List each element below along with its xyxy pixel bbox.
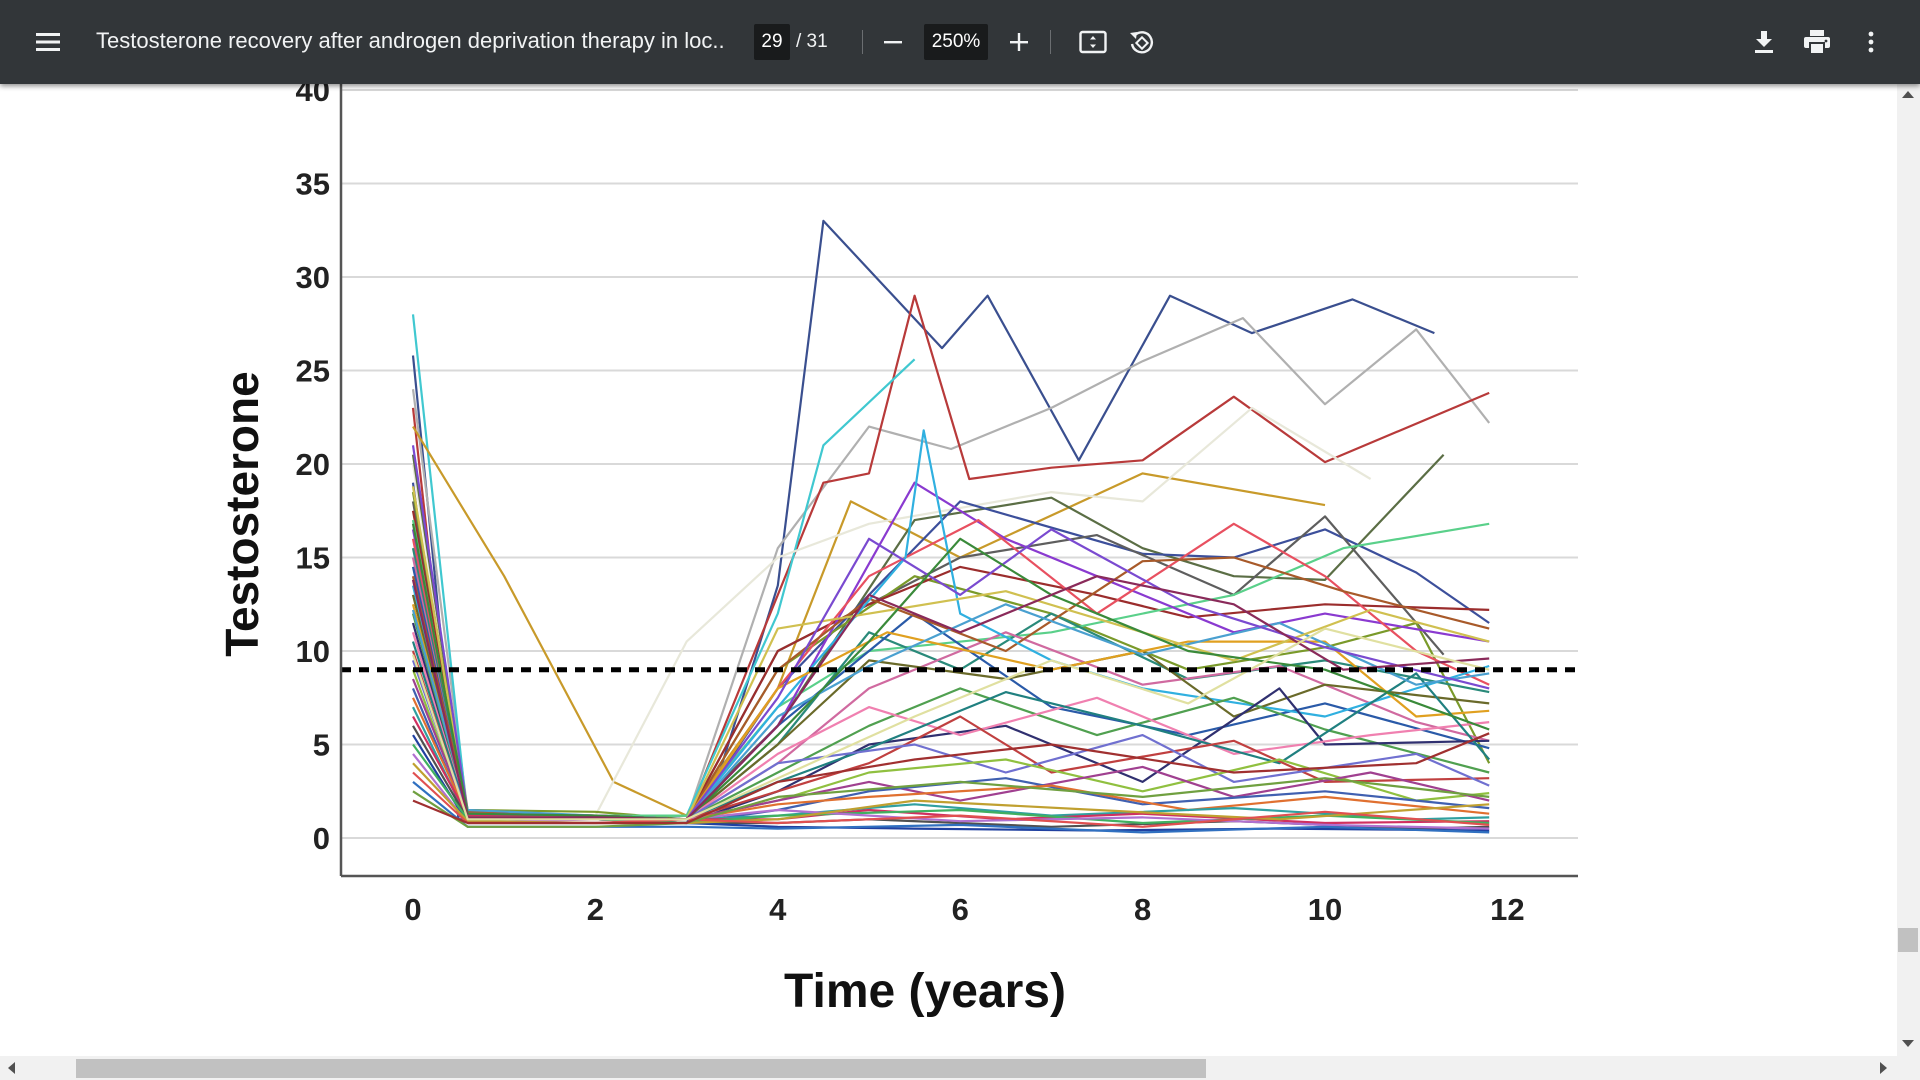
print-icon	[1804, 30, 1830, 55]
series-line	[411, 603, 1490, 821]
document-title: Testosterone recovery after androgen dep…	[96, 28, 726, 53]
plus-icon	[1010, 33, 1028, 51]
more-options-button[interactable]	[1851, 22, 1891, 62]
series-line	[412, 762, 1490, 825]
x-tick-label: 0	[404, 892, 421, 927]
y-tick-label: 15	[296, 541, 330, 576]
series-line	[411, 445, 1490, 821]
y-axis-title: Testosterone	[216, 371, 268, 656]
y-tick-label: 35	[296, 167, 330, 202]
y-tick-label: 40	[296, 84, 330, 108]
download-button[interactable]	[1744, 22, 1784, 62]
testosterone-line-chart: 0 5 10 15 20 25 30 35 40 0 2 4 6 8 10 12 Testosterone Tim…	[216, 84, 1578, 1018]
page-number-input[interactable]: 29	[754, 24, 790, 60]
scroll-up-arrow-icon[interactable]	[1902, 91, 1914, 98]
menu-icon	[36, 33, 60, 51]
x-tick-label: 4	[769, 892, 787, 927]
toolbar-divider	[862, 30, 863, 54]
series-line	[412, 732, 1490, 825]
fit-page-button[interactable]	[1073, 22, 1113, 62]
series-line	[411, 627, 1490, 821]
pdf-toolbar: Testosterone recovery after androgen dep…	[0, 0, 1920, 84]
series-line	[411, 219, 1435, 821]
y-tick-label: 20	[296, 447, 330, 482]
x-tick-label: 2	[587, 892, 604, 927]
scrollbar-corner	[1897, 1056, 1920, 1080]
series-line	[411, 523, 1490, 821]
zoom-out-button[interactable]	[873, 22, 913, 62]
x-tick-label: 10	[1308, 892, 1342, 927]
vertical-scrollbar-thumb[interactable]	[1898, 928, 1918, 952]
series-line	[411, 622, 1490, 825]
y-tick-label: 25	[296, 354, 330, 389]
x-tick-label: 6	[952, 892, 969, 927]
pdf-page: 0 5 10 15 20 25 30 35 40 0 2 4 6 8 10 12 Testosterone Tim…	[0, 84, 1897, 1056]
x-tick-label: 8	[1134, 892, 1151, 927]
x-axis-title: Time (years)	[784, 965, 1066, 1018]
vertical-scrollbar[interactable]	[1897, 84, 1920, 1056]
rotate-button[interactable]	[1121, 22, 1161, 62]
download-icon	[1755, 31, 1773, 53]
series-line	[411, 486, 1490, 821]
series-line	[411, 501, 1445, 821]
scroll-right-arrow-icon[interactable]	[1880, 1062, 1887, 1074]
rotate-icon	[1130, 31, 1154, 54]
minus-icon	[884, 41, 902, 44]
toolbar-divider	[1050, 30, 1051, 54]
series-line	[411, 406, 1372, 817]
scroll-down-arrow-icon[interactable]	[1902, 1040, 1914, 1047]
x-tick-label: 12	[1490, 892, 1524, 927]
series-line	[411, 575, 1490, 821]
horizontal-scrollbar-thumb[interactable]	[76, 1059, 1206, 1078]
more-vert-icon	[1868, 31, 1874, 53]
scroll-left-arrow-icon[interactable]	[8, 1062, 15, 1074]
menu-button[interactable]	[28, 22, 68, 62]
zoom-in-button[interactable]	[999, 22, 1039, 62]
series-line	[412, 426, 1326, 817]
series-line	[411, 491, 1491, 821]
fit-page-icon	[1079, 30, 1107, 54]
y-tick-label: 0	[313, 821, 330, 856]
y-tick-label: 30	[296, 260, 330, 295]
series-line	[412, 777, 1490, 828]
zoom-level-input[interactable]: 250%	[924, 24, 988, 60]
print-button[interactable]	[1797, 22, 1837, 62]
series-line	[411, 650, 1490, 821]
page-total: / 31	[796, 31, 828, 52]
series-line	[411, 604, 1490, 821]
y-tick-label: 5	[313, 728, 330, 763]
y-tick-label: 10	[296, 634, 330, 669]
